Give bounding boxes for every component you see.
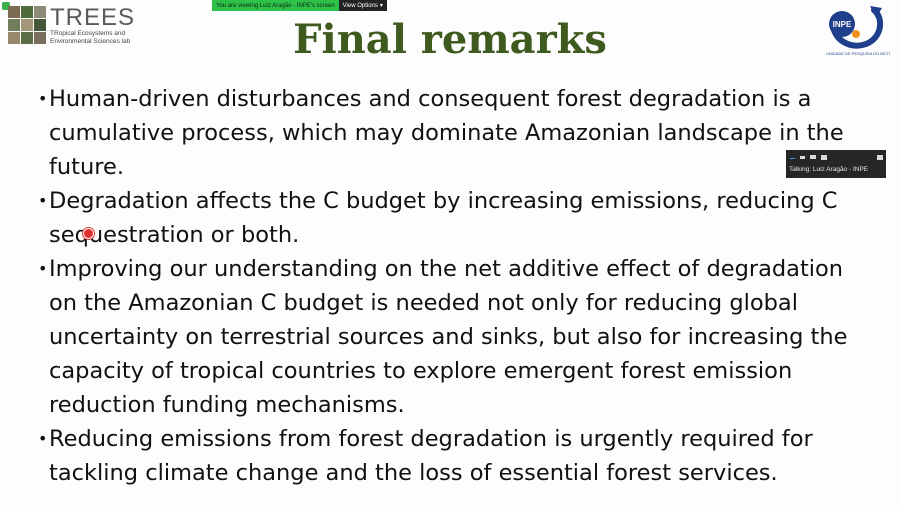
bullet-item: • Improving our understanding on the net… bbox=[38, 252, 878, 422]
inpe-logo: INPE UNIDADE DE PESQUISA DO MCTI bbox=[826, 4, 891, 56]
bullet-item: • Reducing emissions from forest degrada… bbox=[38, 422, 878, 490]
trees-logo: TREES TRopical Ecosystems and Environmen… bbox=[8, 6, 135, 45]
bullet-item: • Human-driven disturbances and conseque… bbox=[38, 82, 878, 184]
active-speaker-view-icon[interactable] bbox=[810, 155, 816, 159]
screen-share-banner: You are viewing Luiz Aragão - INPE's scr… bbox=[212, 0, 387, 11]
bullet-text: Improving our understanding on the net a… bbox=[49, 256, 848, 418]
inpe-logo-text: INPE bbox=[833, 20, 852, 29]
trees-subtitle-line2: Environmental Sciences lab bbox=[50, 37, 131, 45]
viewing-screen-text: You are viewing Luiz Aragão - INPE's scr… bbox=[212, 0, 339, 11]
bullet-list: • Human-driven disturbances and conseque… bbox=[38, 82, 878, 490]
bullet-text: Reducing emissions from forest degradati… bbox=[49, 426, 813, 486]
pointer-cursor-icon bbox=[83, 228, 94, 239]
video-panel[interactable]: Talking: Luiz Aragão - INPE bbox=[786, 150, 886, 178]
trees-subtitle-line1: TRopical Ecosystems and bbox=[50, 30, 126, 37]
talking-indicator: Talking: Luiz Aragão - INPE bbox=[789, 166, 869, 173]
hide-video-icon[interactable] bbox=[800, 155, 805, 159]
slide-title: Final remarks bbox=[293, 16, 607, 63]
expand-icon[interactable] bbox=[877, 154, 883, 160]
chevron-down-icon: ▾ bbox=[379, 3, 383, 9]
gallery-view-icon[interactable] bbox=[821, 154, 827, 160]
minimize-icon[interactable] bbox=[790, 158, 795, 159]
bullet-text: Human-driven disturbances and consequent… bbox=[49, 86, 844, 180]
video-panel-controls bbox=[786, 150, 886, 164]
bullet-text: Degradation affects the C budget by incr… bbox=[49, 188, 838, 248]
bullet-dot-icon: • bbox=[38, 191, 48, 210]
inpe-caption: UNIDADE DE PESQUISA DO MCTI bbox=[826, 51, 891, 56]
view-options-label: View Options bbox=[342, 2, 378, 9]
meeting-status-icon[interactable] bbox=[2, 2, 10, 10]
bullet-dot-icon: • bbox=[38, 259, 48, 278]
trees-logo-text: TREES TRopical Ecosystems and Environmen… bbox=[50, 6, 135, 45]
inpe-emblem-icon: INPE bbox=[829, 6, 884, 49]
bullet-item: • Degradation affects the C budget by in… bbox=[38, 184, 878, 252]
bullet-dot-icon: • bbox=[38, 89, 48, 108]
view-options-button[interactable]: View Options ▾ bbox=[338, 0, 387, 11]
bullet-dot-icon: • bbox=[38, 429, 48, 448]
trees-mosaic-icon bbox=[8, 6, 46, 44]
trees-name: TREES bbox=[50, 4, 136, 31]
